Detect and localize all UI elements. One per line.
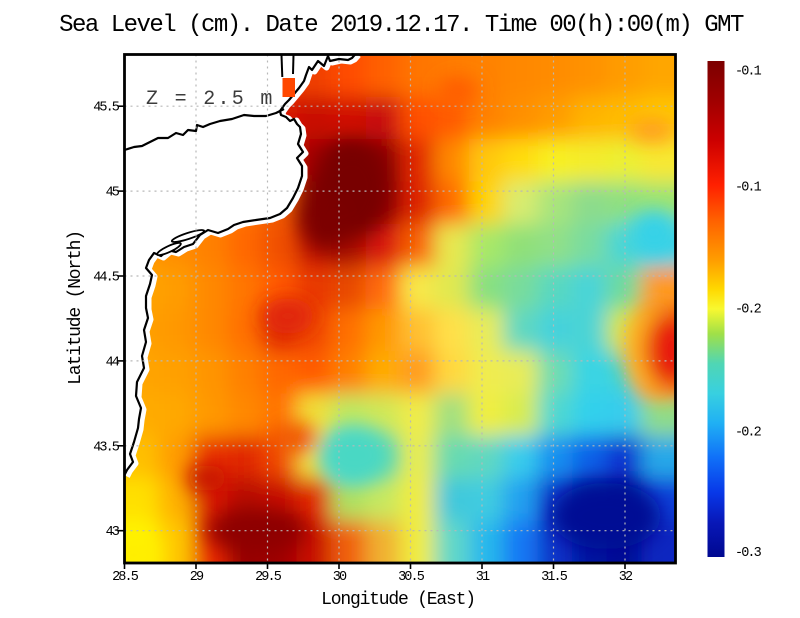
svg-text:28.5: 28.5 (112, 570, 139, 585)
svg-text:30: 30 (333, 570, 347, 585)
svg-text:43.5: 43.5 (93, 440, 120, 455)
svg-text:-0.2: -0.2 (735, 303, 762, 318)
svg-text:-0.1: -0.1 (735, 181, 762, 196)
svg-text:30.5: 30.5 (398, 570, 425, 585)
svg-text:45.5: 45.5 (93, 101, 120, 116)
svg-text:-0.1: -0.1 (735, 65, 762, 80)
svg-text:43: 43 (106, 525, 120, 540)
svg-text:Longitude (East): Longitude (East) (321, 590, 475, 610)
svg-text:Sea Level (cm). Date 2019.12.1: Sea Level (cm). Date 2019.12.17. Time 00… (59, 12, 744, 39)
svg-text:44: 44 (106, 355, 120, 370)
svg-text:31: 31 (476, 570, 490, 585)
svg-text:-0.3: -0.3 (735, 546, 762, 561)
svg-text:31.5: 31.5 (541, 570, 568, 585)
svg-text:Latitude (North): Latitude (North) (66, 231, 86, 385)
svg-text:44.5: 44.5 (93, 271, 120, 286)
svg-text:29.5: 29.5 (255, 570, 282, 585)
svg-text:-0.2: -0.2 (735, 426, 762, 441)
svg-text:45: 45 (106, 186, 120, 201)
svg-text:29: 29 (190, 570, 204, 585)
svg-text:Z = 2.5 m: Z = 2.5 m (146, 88, 275, 111)
svg-text:32: 32 (619, 570, 633, 585)
